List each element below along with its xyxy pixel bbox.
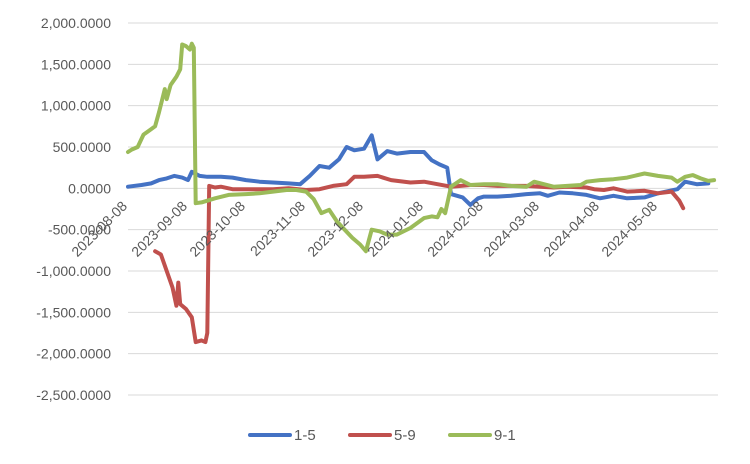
series-line-9-1 <box>126 41 717 254</box>
x-tick-label: 2023-12-08 <box>304 198 366 260</box>
x-tick-label: 2023-10-08 <box>186 198 248 260</box>
y-axis: 2,000.0000 1,500.0000 1,000.0000 500.0000 0.… <box>36 15 111 403</box>
legend: 1-5 5-9 9-1 <box>248 427 516 444</box>
gridlines <box>128 22 718 396</box>
legend-item-9-1: 9-1 <box>448 427 516 444</box>
x-tick-label: 2023-11-08 <box>247 198 308 259</box>
y-tick-label: 1,500.0000 <box>41 56 111 72</box>
plot-area <box>126 41 717 345</box>
y-tick-label: 500.0000 <box>53 139 112 155</box>
y-tick-label: -500.0000 <box>48 222 111 238</box>
legend-item-5-9: 5-9 <box>348 427 416 444</box>
series-line-1-5 <box>126 133 711 207</box>
y-tick-label: -1,000.0000 <box>36 263 111 279</box>
x-tick-label: 2024-03-08 <box>480 198 542 260</box>
y-tick-label: 1,000.0000 <box>41 98 111 114</box>
x-tick-label: 2024-05-08 <box>598 198 660 260</box>
x-tick-label: 2024-04-08 <box>540 198 602 260</box>
legend-label: 5-9 <box>394 427 416 444</box>
legend-item-1-5: 1-5 <box>248 427 316 444</box>
series-line-5-9 <box>153 173 686 345</box>
y-tick-label: -2,500.0000 <box>36 387 111 403</box>
y-tick-label: 0.0000 <box>68 180 111 196</box>
x-tick-label: 2024-02-08 <box>424 198 486 260</box>
x-tick-label: 2023-09-08 <box>128 198 190 260</box>
y-tick-label: -2,000.0000 <box>36 346 111 362</box>
legend-label: 9-1 <box>494 427 516 444</box>
legend-label: 1-5 <box>294 427 316 444</box>
y-tick-label: 2,000.0000 <box>41 15 111 31</box>
y-tick-label: -1,500.0000 <box>36 304 111 320</box>
